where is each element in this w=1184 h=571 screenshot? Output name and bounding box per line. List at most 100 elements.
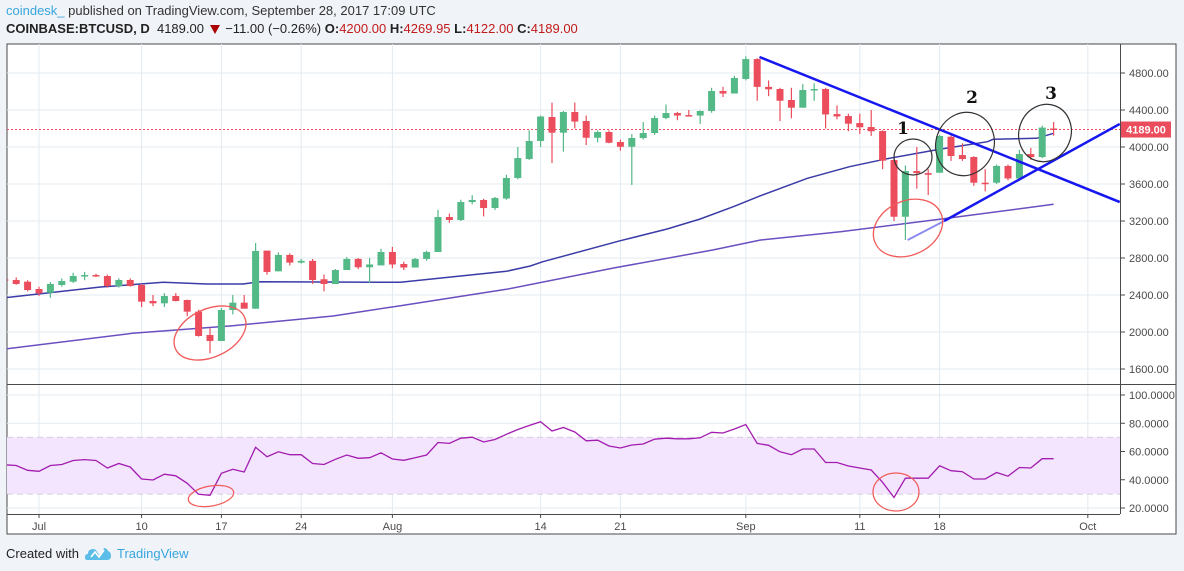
candle-up [696,111,704,116]
candle-up [502,177,510,199]
annotation-label-3: 3 [1045,84,1057,104]
axes: 1600.00 2000.00 2400.00 2800.00 3200.00 3600.… [32,68,1175,533]
close-label: C: [517,21,531,36]
highlight-circle-1 [893,138,933,176]
candle-up [639,133,647,139]
candle-down [138,285,146,302]
candle-down [35,288,43,294]
rsi-line [7,420,1054,499]
candle-up [81,275,89,277]
candle-down [548,117,556,133]
candle-up [217,309,225,341]
tradingview-logo-icon[interactable] [84,545,111,561]
candle-down [1050,128,1058,130]
price-tick-label: 3200.00 [1129,216,1169,228]
candle-up [1015,154,1023,179]
down-triangle-icon [209,25,220,35]
close-value: 4189.00 [530,21,578,36]
candle-down [970,156,978,183]
candle-down [92,275,100,277]
candle-down [183,299,191,312]
candle-up [730,77,738,94]
candle-down [149,301,157,304]
candle-up [297,260,305,263]
rsi-tick-label: 60.0000 [1129,447,1169,459]
candle-up [708,91,716,112]
candle-up [491,197,499,209]
candle-down [981,182,989,185]
open-label: O: [324,21,340,36]
candle-up [457,202,465,220]
price-tick-label: 4800.00 [1129,68,1169,80]
candle-up [58,281,66,286]
highlight-circle-3 [1018,103,1072,163]
candle-down [103,276,111,287]
price-tick-label: 3600.00 [1129,179,1169,191]
last-price-label: 4189.00 [1126,125,1166,137]
trendline-ascending-support [943,122,1120,223]
time-tick-label: Sep [736,521,756,533]
rsi-tick-label: 100.0000 [1129,390,1175,402]
footer: Created with TradingView [6,545,189,561]
price-tick-label: 4000.00 [1129,142,1169,154]
tradingview-link[interactable]: TradingView [116,545,189,561]
rsi-tick-label: 40.0000 [1129,475,1169,487]
candle-down [616,142,624,147]
symbol-info: COINBASE:BTCUSD, D 4189.00 −11.00 (−0.26… [6,21,578,36]
grid [7,44,1120,514]
published-text: published on TradingView.com, September … [68,3,436,18]
highlight-ellipse-jul-low [173,305,247,361]
time-tick-label: 14 [534,521,546,533]
high-value: 4269.95 [403,21,451,36]
candle-down [753,59,761,87]
candle-up [742,59,750,80]
created-with-label: Created with [6,545,79,561]
candle-down [947,136,955,156]
price-tick-label: 2000.00 [1129,327,1169,339]
candle-up [810,89,818,91]
candle-down [776,89,784,101]
candle-up [343,258,351,271]
candle-up [366,264,374,268]
candle-down [765,86,773,90]
candle-up [411,258,419,268]
publisher-link[interactable]: coindesk_ [6,3,65,18]
candle-down [913,171,921,174]
candle-down [240,302,248,309]
candle-down [582,121,590,138]
candle-down [856,123,864,128]
rsi-highlight-ellipse-jul [187,484,235,508]
price-tick-label: 2400.00 [1129,290,1169,302]
candle-up [434,217,442,252]
candle-down [12,280,20,284]
annotation-label-1: 1 [897,119,909,139]
candle-up [662,113,670,119]
annotations: 1 2 3 [173,84,1072,512]
candle-down [958,155,966,160]
candle-up [115,280,123,287]
candle-up [69,276,77,282]
candle-down [719,91,727,94]
time-tick-label: Jul [32,521,46,533]
publish-info: coindesk_ published on TradingView.com, … [6,3,436,18]
candle-down [571,112,579,122]
candle-up [229,302,237,310]
candle-down [844,116,852,124]
price-tick-label: 2800.00 [1129,253,1169,265]
time-tick-label: Aug [383,521,403,533]
rsi-pane[interactable] [5,420,1054,499]
candle-down [309,260,317,281]
candle-down [400,264,408,268]
candle-up [423,251,431,259]
moving-average-slow [7,203,1054,350]
price-pane[interactable] [1,55,1120,354]
candle-down [480,200,488,209]
candle-up [514,158,522,178]
candle-down [822,89,830,115]
time-tick-label: 21 [614,521,626,533]
candle-up [468,200,476,203]
candle-down [924,173,932,175]
symbol-label: COINBASE:BTCUSD, D [6,21,150,36]
candle-up [331,270,339,284]
